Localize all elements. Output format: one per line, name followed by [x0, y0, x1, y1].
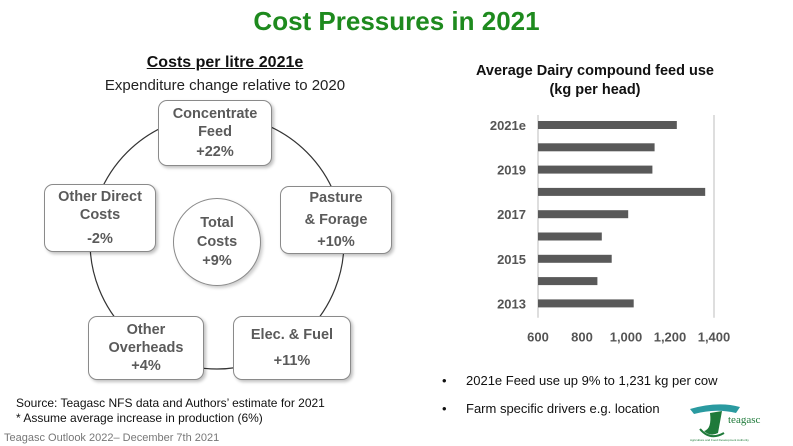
box-label: Concentrate [172, 106, 258, 122]
y-tick-label: 2021e [490, 118, 526, 133]
bar-2013 [538, 299, 634, 308]
box-value: -2% [87, 231, 113, 247]
x-tick-label: 1,000 [610, 330, 643, 345]
bar-2021e [538, 121, 677, 129]
source-line: Source: Teagasc NFS data and Authors’ es… [16, 396, 325, 410]
key-point: • Farm specific drivers e.g. location [440, 400, 718, 428]
chart-subtitle: (kg per head) [549, 82, 640, 98]
y-tick-label: 2015 [497, 252, 526, 267]
logo-wordmark: teagasc [728, 414, 760, 426]
box-label: Pasture [309, 190, 363, 206]
y-tick-label: 2017 [497, 207, 526, 222]
bar-2014 [538, 277, 598, 286]
x-tick-label: 600 [527, 330, 549, 345]
bullet-symbol: • [442, 401, 447, 416]
box-label: Elec. & Fuel [250, 327, 334, 343]
bar-2016 [538, 232, 602, 241]
box-label: Feed [198, 124, 232, 140]
footer-text: Teagasc Outlook 2022– December 7th 2021 [4, 432, 220, 444]
key-points-list: • 2021e Feed use up 9% to 1,231 kg per c… [440, 372, 718, 428]
box-label: Other Direct [58, 189, 142, 205]
box-value: +11% [273, 353, 311, 369]
key-point-text: 2021e Feed use up 9% to 1,231 kg per cow [466, 373, 718, 388]
x-tick-label: 1,400 [698, 330, 731, 345]
costs-subheading: Expenditure change relative to 2020 [104, 77, 346, 94]
box-label: Other [126, 322, 166, 338]
box-value: +22% [196, 144, 234, 160]
bar-2018 [538, 187, 706, 196]
y-tick-label: 2013 [497, 296, 526, 311]
source-note: Source: Teagasc NFS data and Authors’ es… [16, 396, 325, 426]
logo-tagline: Agriculture and Food Development Authori… [690, 438, 749, 442]
box-other-overheads: Other Overheads +4% [88, 316, 204, 380]
box-value: +10% [317, 234, 355, 250]
box-elec-fuel: Elec. & Fuel +11% [233, 316, 351, 380]
x-tick-label: 800 [571, 330, 593, 345]
box-label: Overheads [108, 340, 184, 356]
bar-2017 [538, 210, 629, 219]
bar-2020 [538, 143, 655, 152]
teagasc-logo: teagasc Agriculture and Food Development… [690, 404, 760, 442]
box-value: +4% [131, 358, 161, 374]
assumption-line: * Assume average increase in production … [16, 411, 263, 425]
box-pasture-forage: Pasture & Forage +10% [280, 186, 392, 254]
costs-heading: Costs per litre 2021e [146, 54, 304, 71]
y-tick-label: 2019 [497, 163, 526, 178]
box-concentrate-feed: Concentrate Feed +22% [158, 100, 272, 166]
bullet-symbol: • [442, 373, 447, 388]
box-label: & Forage [304, 212, 368, 228]
box-other-direct-costs: Other Direct Costs -2% [44, 184, 156, 252]
page-title: Cost Pressures in 2021 [253, 6, 540, 36]
chart-plot-area: 2021e 2019 2017 2015 2013 600 800 1,000 1,200 1,4… [490, 115, 730, 345]
center-label: Total [200, 214, 234, 231]
center-label: Costs [196, 233, 238, 250]
total-costs-circle: Total Costs +9% [173, 198, 261, 286]
x-tick-label: 1,200 [654, 330, 687, 345]
center-value: +9% [202, 252, 232, 269]
chart-title: Average Dairy compound feed use [476, 63, 714, 79]
box-label: Costs [79, 207, 121, 223]
bar-2019 [538, 165, 653, 174]
key-point: • 2021e Feed use up 9% to 1,231 kg per c… [440, 372, 718, 400]
feed-use-chart: Average Dairy compound feed use (kg per … [476, 63, 730, 345]
bar-2015 [538, 254, 612, 263]
key-point-text: Farm specific drivers e.g. location [466, 401, 660, 416]
